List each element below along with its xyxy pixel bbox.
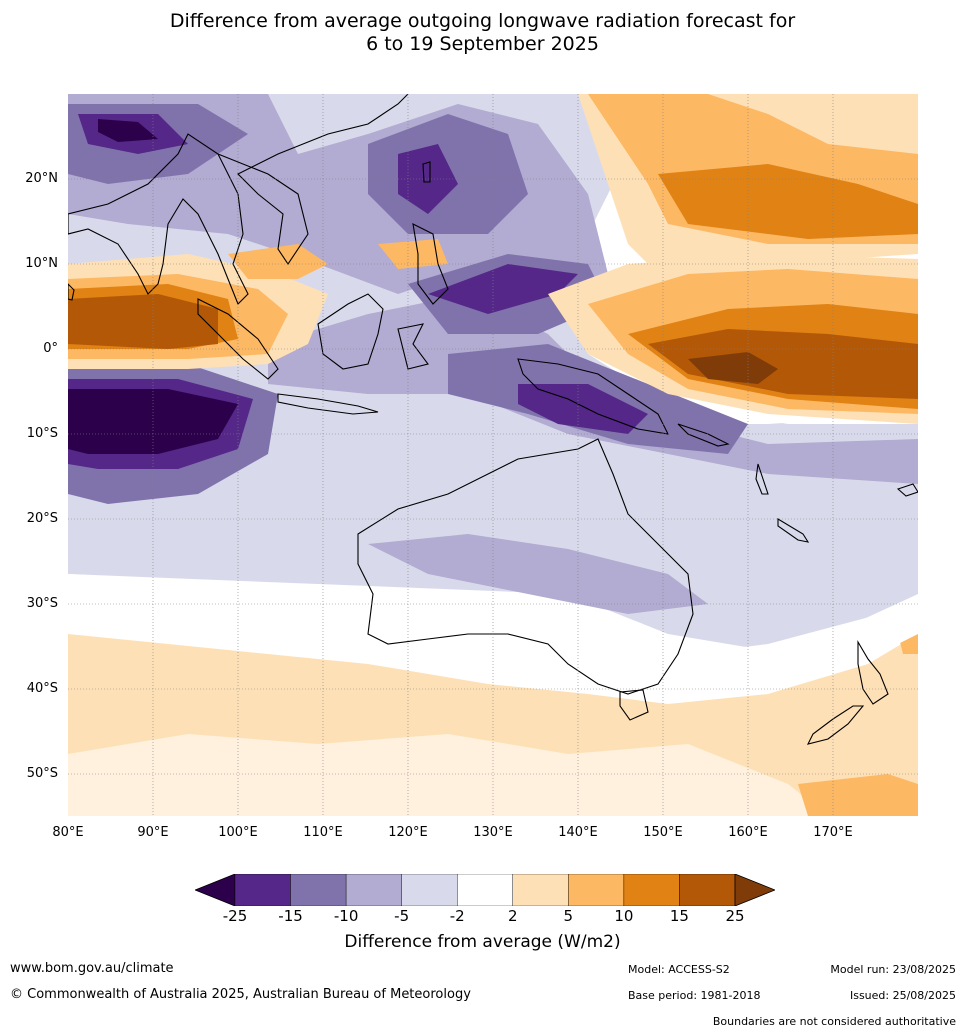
australia-outline	[357, 438, 694, 695]
new-guinea-outline	[517, 358, 669, 435]
vanuatu-outline	[755, 463, 769, 495]
anomaly-map	[68, 94, 918, 816]
colorbar	[193, 873, 777, 907]
colorbar-cell	[234, 873, 291, 907]
lon-label-130e: 130°E	[473, 825, 513, 840]
lat-label-30s: 30°S	[26, 596, 58, 611]
asia-mainland-outline	[68, 133, 249, 305]
lat-label-20s: 20°S	[26, 511, 58, 526]
footer-model-run: Model run: 23/08/2025	[830, 963, 956, 976]
colorbar-extend-low	[193, 873, 236, 907]
lon-label-80e: 80°E	[52, 825, 84, 840]
colorbar-svg	[193, 873, 777, 907]
field-neg25-north	[98, 119, 158, 142]
lat-label-0: 0°	[43, 341, 58, 356]
map-title: Difference from average outgoing longwav…	[0, 10, 965, 56]
colorbar-tick-label: -25	[222, 907, 248, 925]
lat-label-40s: 40°S	[26, 681, 58, 696]
field-pos-seasia	[228, 244, 328, 279]
solomon-islands-outline	[677, 423, 730, 447]
colorbar-label: Difference from average (W/m2)	[344, 932, 621, 952]
footer-issued: Issued: 25/08/2025	[849, 989, 956, 1002]
field-white-subtropics	[68, 574, 918, 694]
java-outline	[277, 393, 379, 415]
colorbar-tick-label: 15	[669, 907, 689, 925]
map-svg	[68, 94, 918, 816]
colorbar-tick-label: -15	[278, 907, 303, 925]
colorbar-tick-label: 5	[563, 907, 574, 925]
lat-label-10s: 10°S	[26, 426, 58, 441]
colorbar-tick-label: 25	[725, 907, 745, 925]
footer-copyright: © Commonwealth of Australia 2025, Austra…	[10, 987, 471, 1002]
field-pos15-equator	[648, 329, 918, 399]
borneo-outline	[317, 293, 384, 370]
vietnam-china-outline	[217, 94, 409, 265]
colorbar-cell	[345, 873, 402, 907]
colorbar-cells	[193, 873, 777, 907]
colorbar-tick-label: -2	[449, 907, 465, 925]
lon-label-170e: 170°E	[813, 825, 853, 840]
lat-label-10n: 10°N	[25, 256, 58, 271]
colorbar-tick-label: -5	[394, 907, 410, 925]
colorbar-tick-label: 2	[507, 907, 518, 925]
lon-label-90e: 90°E	[137, 825, 169, 840]
lon-label-100e: 100°E	[218, 825, 258, 840]
field-white-south	[68, 734, 828, 816]
new-zealand-north-outline	[857, 639, 889, 705]
sri-lanka-outline	[68, 283, 75, 301]
coastlines	[68, 94, 918, 745]
new-caledonia-outline	[777, 518, 810, 543]
new-zealand-south-outline	[806, 705, 865, 745]
footer-disclaimer: Boundaries are not considered authoritat…	[712, 1015, 956, 1028]
lon-label-160e: 160°E	[728, 825, 768, 840]
colorbar-cell	[401, 873, 458, 907]
sulawesi-outline	[397, 323, 429, 370]
title-line-1: Difference from average outgoing longwav…	[169, 10, 796, 32]
footer-base-period: Base period: 1981-2018	[628, 989, 761, 1002]
field-pos5-south	[798, 774, 918, 816]
field-pos15-indian	[68, 294, 218, 349]
footer-model: Model: ACCESS-S2	[628, 963, 730, 976]
colorbar-cell	[623, 873, 680, 907]
footer-website[interactable]: www.bom.gov.au/climate	[10, 961, 174, 976]
lat-label-50s: 50°S	[26, 766, 58, 781]
colorbar-cell	[679, 873, 736, 907]
field-pos10-pacific	[658, 164, 918, 239]
colorbar-cell	[457, 873, 513, 907]
field-neg15-phil	[428, 264, 578, 314]
lon-label-110e: 110°E	[303, 825, 343, 840]
title-line-2: 6 to 19 September 2025	[366, 33, 599, 55]
taiwan-outline	[422, 161, 431, 183]
colorbar-cell	[568, 873, 625, 907]
colorbar-cell	[512, 873, 569, 907]
tasmania-outline	[619, 689, 649, 721]
lon-label-140e: 140°E	[558, 825, 598, 840]
lat-label-20n: 20°N	[25, 171, 58, 186]
field-pos25-equator	[688, 352, 778, 384]
lon-label-120e: 120°E	[388, 825, 428, 840]
field-neg5-australia	[368, 534, 708, 614]
field-neg15-png	[518, 384, 648, 434]
colorbar-tick-label: 10	[614, 907, 634, 925]
colorbar-extend-high	[734, 873, 777, 907]
lon-label-150e: 150°E	[643, 825, 683, 840]
colorbar-tick-label: -10	[333, 907, 359, 925]
philippines-outline	[412, 223, 449, 305]
colorbar-cell	[290, 873, 347, 907]
graticule	[68, 94, 918, 816]
fiji-outline	[896, 483, 918, 497]
field-pos-scs	[378, 239, 448, 269]
